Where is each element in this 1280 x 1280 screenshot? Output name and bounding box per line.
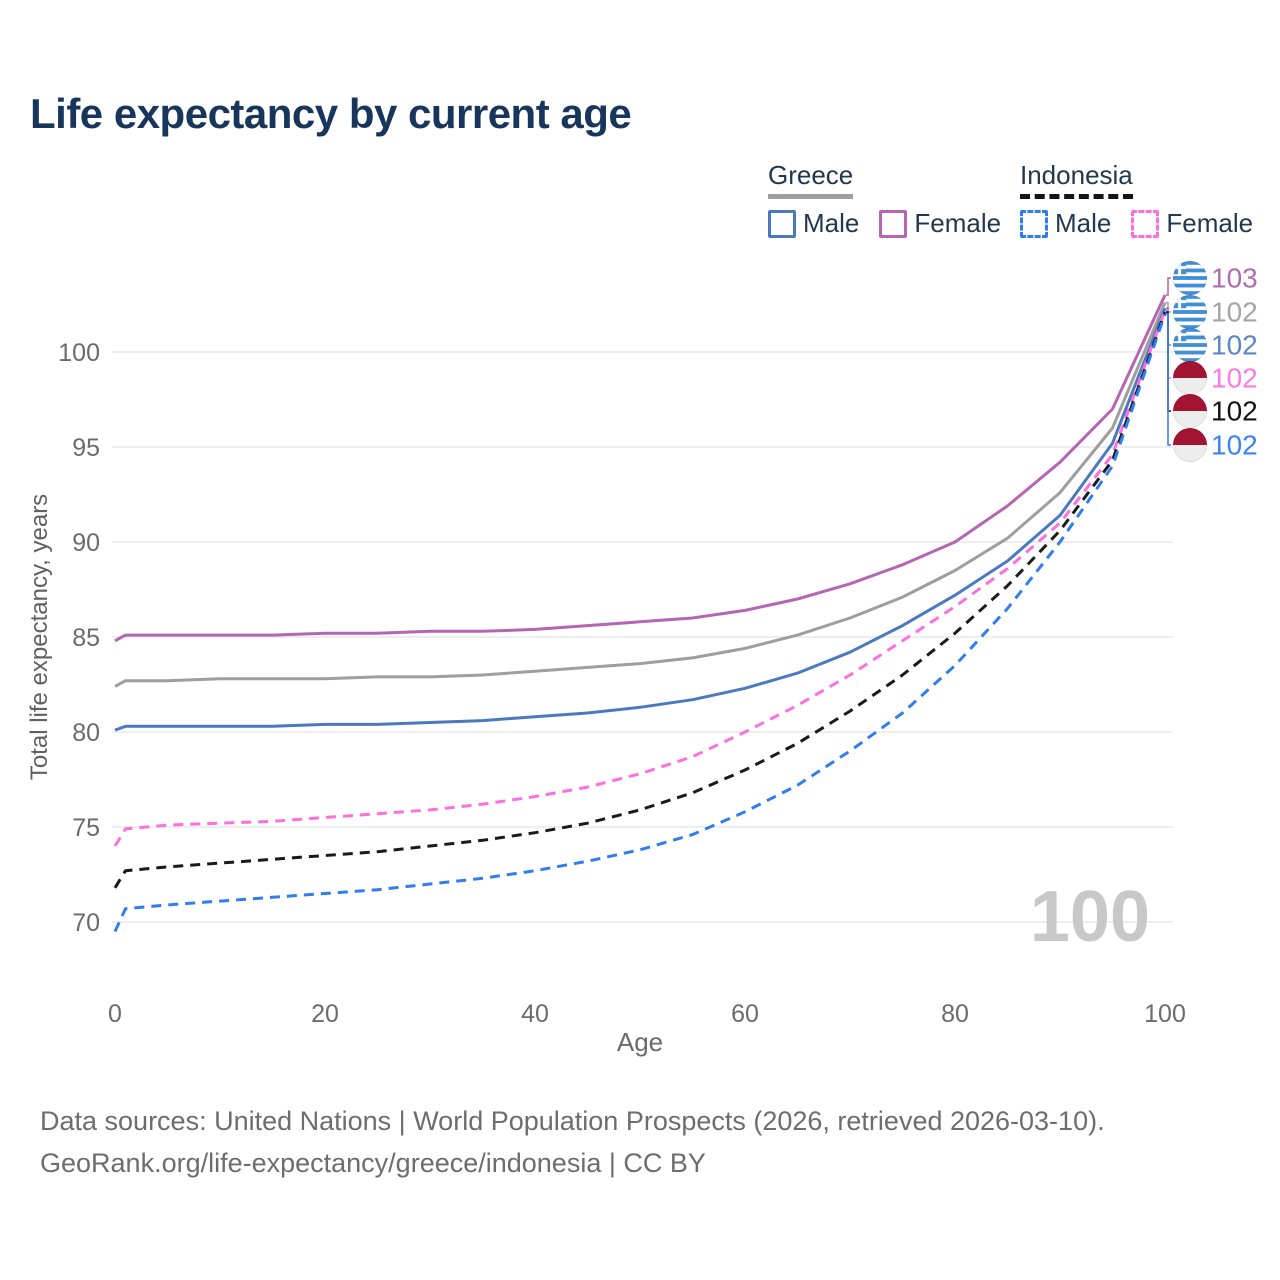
- series-line-indonesia-male[interactable]: [113, 313, 1167, 933]
- leader-line: [1166, 301, 1171, 313]
- legend-label: Female: [914, 208, 1002, 238]
- y-tick-label: 95: [72, 434, 100, 462]
- greece-flag-icon: [1173, 261, 1207, 295]
- x-tick-label: 80: [941, 1000, 969, 1028]
- y-tick-label: 85: [72, 624, 100, 652]
- x-tick-label: 40: [521, 1000, 549, 1028]
- end-value-label: 102: [1211, 396, 1258, 427]
- legend-country-greece[interactable]: Greece: [768, 160, 854, 199]
- data-sources-note: Data sources: United Nations | World Pop…: [40, 1106, 1105, 1136]
- leader-line: [1166, 313, 1171, 446]
- series-line-greece-male[interactable]: [114, 307, 1167, 732]
- end-value-label: 102: [1211, 330, 1258, 361]
- greece-female-swatch-icon: [879, 209, 908, 238]
- end-value-label: 103: [1211, 263, 1258, 294]
- y-tick-label: 90: [72, 529, 100, 557]
- indonesia-female-swatch-icon: [1131, 209, 1160, 238]
- y-tick-label: 100: [58, 339, 100, 367]
- indonesia-male-swatch-icon: [1020, 209, 1048, 238]
- x-tick-label: 0: [108, 1000, 122, 1028]
- series-line-greece[interactable]: [114, 302, 1167, 688]
- legend-item-indonesia-male[interactable]: Male: [1020, 208, 1111, 239]
- legend-group-greece: Greece Male Female: [768, 160, 1001, 239]
- greece-male-swatch-icon: [768, 209, 796, 238]
- legend-item-indonesia-female[interactable]: Female: [1131, 208, 1253, 239]
- y-axis-title: Total life expectancy, years: [26, 494, 53, 780]
- x-tick-label: 100: [1144, 1000, 1186, 1028]
- legend-item-greece-male[interactable]: Male: [768, 208, 859, 239]
- page-title: Life expectancy by current age: [30, 90, 632, 137]
- series-line-greece-female[interactable]: [114, 294, 1167, 643]
- indonesia-flag-icon: [1173, 428, 1207, 462]
- end-value-label: 102: [1211, 297, 1258, 328]
- greece-flag-icon: [1173, 295, 1207, 329]
- legend-label: Male: [1055, 208, 1112, 238]
- y-tick-label: 80: [72, 719, 100, 747]
- indonesia-flag-icon: [1173, 361, 1207, 395]
- x-tick-label: 60: [731, 1000, 759, 1028]
- greece-flag-icon: [1173, 328, 1207, 362]
- y-tick-label: 70: [72, 909, 100, 937]
- leader-line: [1166, 277, 1171, 296]
- legend-group-indonesia: Indonesia Male Female: [1020, 160, 1253, 239]
- legend-country-indonesia[interactable]: Indonesia: [1020, 160, 1133, 199]
- series-line-indonesia-female[interactable]: [113, 309, 1167, 847]
- indonesia-flag-icon: [1173, 394, 1207, 428]
- legend-label: Male: [803, 208, 860, 238]
- y-tick-label: 75: [72, 814, 100, 842]
- series-line-indonesia[interactable]: [113, 311, 1167, 889]
- attribution-note: GeoRank.org/life-expectancy/greece/indon…: [40, 1148, 706, 1178]
- x-tick-label: 20: [311, 1000, 339, 1028]
- legend-item-greece-female[interactable]: Female: [879, 208, 1001, 239]
- x-axis-title: Age: [617, 1027, 663, 1057]
- legend-label: Female: [1166, 208, 1254, 238]
- watermark-age-indicator: 100: [1030, 877, 1150, 957]
- end-value-label: 102: [1211, 430, 1258, 461]
- end-value-label: 102: [1211, 363, 1258, 394]
